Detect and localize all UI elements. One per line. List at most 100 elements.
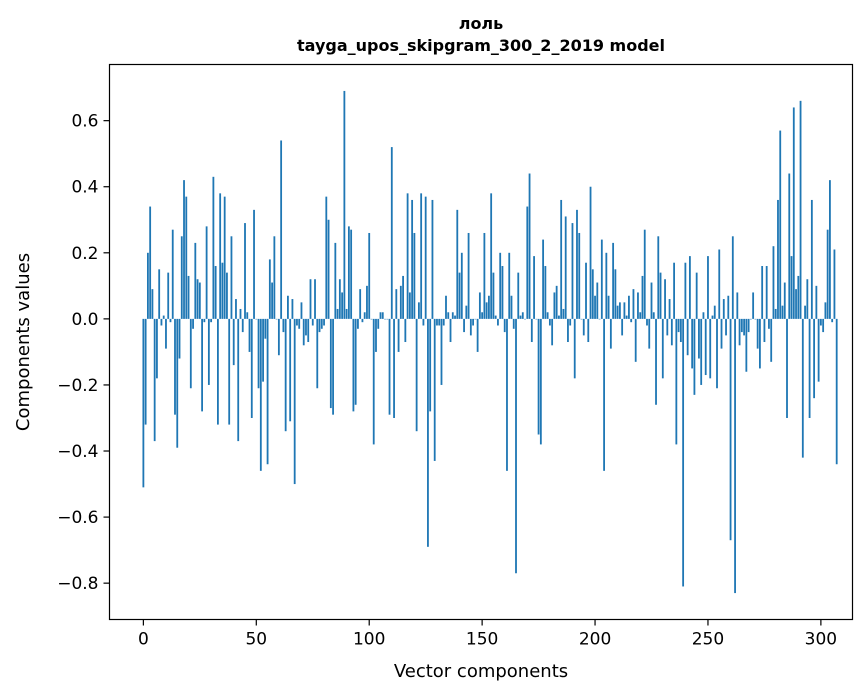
bar-145 (469, 318, 472, 336)
bar-260 (729, 318, 732, 541)
bar-267 (745, 318, 748, 372)
bar-24 (196, 279, 199, 319)
bar-191 (573, 318, 576, 379)
bar-95 (357, 318, 359, 329)
bar-160 (503, 318, 506, 333)
bar-262 (734, 318, 736, 594)
bar-306 (833, 249, 836, 319)
bar-38 (228, 318, 231, 425)
bar-289 (795, 289, 797, 319)
bar-270 (752, 292, 755, 319)
bar-193 (578, 232, 581, 319)
bar-105 (379, 312, 382, 319)
bar-104 (377, 318, 380, 329)
bar-277 (768, 318, 770, 329)
bar-33 (217, 318, 219, 425)
bar-224 (648, 318, 651, 349)
bar-63 (284, 318, 287, 432)
bar-116 (404, 318, 407, 343)
bar-25 (198, 282, 201, 319)
bar-138 (454, 315, 456, 319)
bar-21 (189, 318, 192, 389)
bar-98 (363, 312, 366, 319)
bar-233 (668, 299, 671, 319)
bar-54 (264, 318, 267, 339)
plot-frame (108, 63, 854, 621)
bar-252 (711, 315, 714, 319)
bar-221 (641, 275, 644, 319)
bar-4 (151, 289, 154, 319)
bar-258 (725, 318, 727, 336)
bar-238 (679, 318, 682, 343)
bar-45 (244, 223, 246, 319)
bar-126 (427, 318, 429, 547)
bar-90 (345, 308, 348, 319)
bar-81 (325, 196, 328, 319)
bar-187 (564, 216, 567, 319)
bar-281 (777, 199, 779, 319)
bar-254 (716, 318, 718, 389)
bar-229 (659, 272, 662, 319)
bar-62 (282, 318, 285, 333)
bar-293 (804, 305, 806, 319)
bar-290 (797, 275, 800, 319)
bar-286 (788, 173, 791, 319)
bar-246 (698, 318, 700, 359)
x-axis-label: Vector components (394, 661, 568, 682)
bar-189 (569, 318, 572, 326)
bar-128 (431, 199, 434, 319)
bar-212 (621, 318, 624, 336)
bar-113 (397, 318, 400, 352)
y-axis-ticks: −0.8 −0.6 −0.4 −0.2 0.0 0.2 0.4 0.6 (57, 112, 110, 594)
bar-124 (422, 318, 425, 326)
bar-58 (273, 236, 276, 319)
bar-239 (682, 318, 685, 587)
bar-287 (790, 256, 793, 319)
bar-47 (248, 318, 251, 352)
bar-36 (223, 196, 226, 319)
bar-206 (607, 295, 610, 319)
bar-60 (277, 318, 280, 356)
bar-169 (524, 318, 526, 320)
bar-148 (476, 318, 479, 352)
bar-232 (666, 318, 669, 336)
bar-64 (287, 295, 289, 319)
x-axis-ticks: 0 50 100 150 200 250 300 (138, 619, 837, 650)
chart-title-group: лоль tayga_upos_skipgram_300_2_2019 mode… (297, 14, 665, 55)
bar-102 (372, 318, 375, 445)
bar-247 (700, 318, 703, 385)
bar-114 (399, 285, 402, 319)
bar-183 (555, 285, 558, 319)
bar-132 (440, 318, 443, 385)
bar-15 (176, 318, 179, 448)
bar-35 (221, 262, 224, 319)
bar-133 (442, 318, 445, 326)
bar-226 (652, 312, 655, 319)
bar-251 (709, 318, 712, 379)
bar-18 (183, 180, 185, 319)
bar-231 (664, 279, 666, 319)
x-tick-label-4: 200 (579, 630, 611, 650)
bar-134 (445, 295, 447, 319)
bar-92 (350, 229, 353, 319)
bar-276 (765, 266, 768, 319)
bar-34 (219, 193, 222, 319)
bar-248 (702, 312, 705, 319)
bar-194 (580, 318, 583, 320)
bar-265 (740, 318, 743, 333)
x-tick-label-6: 300 (805, 630, 837, 650)
bar-182 (553, 292, 556, 319)
bar-275 (763, 318, 766, 343)
bar-285 (786, 318, 788, 418)
bar-50 (255, 318, 258, 320)
bar-82 (327, 219, 330, 319)
bar-99 (366, 285, 368, 319)
bar-188 (567, 318, 569, 343)
bar-154 (490, 193, 493, 319)
bar-10 (165, 318, 167, 349)
bar-166 (517, 272, 520, 319)
bar-76 (314, 279, 316, 319)
bar-305 (831, 318, 834, 323)
bar-266 (743, 318, 746, 336)
bar-28 (205, 226, 208, 319)
